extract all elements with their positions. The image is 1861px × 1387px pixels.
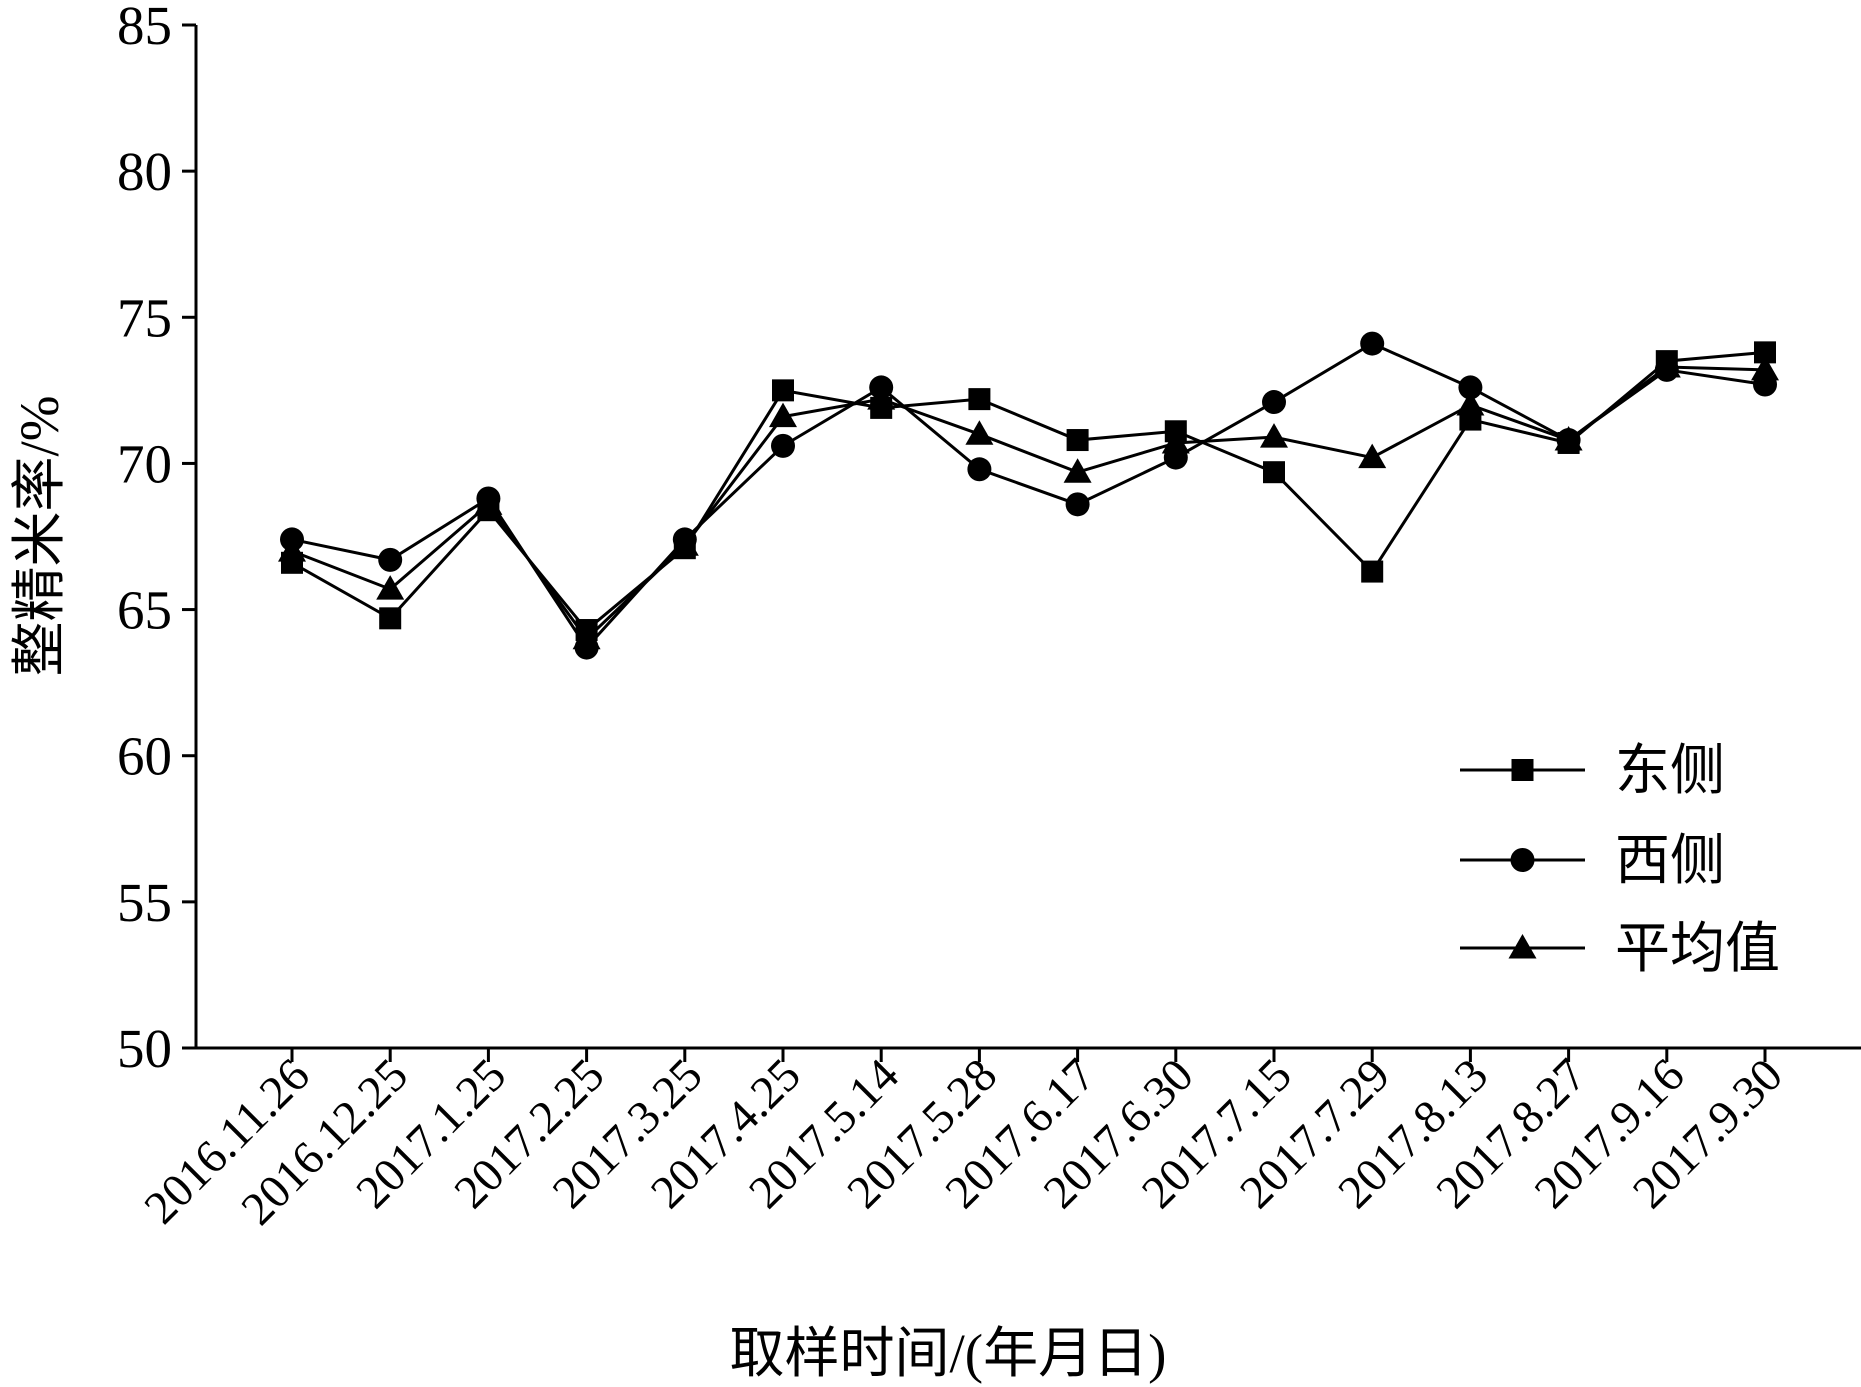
data-point: [1263, 461, 1285, 484]
y-tick-label: 70: [117, 433, 172, 494]
data-point: [1652, 352, 1681, 378]
data-point: [1554, 426, 1583, 451]
axes: [194, 25, 1861, 1050]
data-point: [1458, 375, 1483, 400]
data-point: [1065, 492, 1090, 517]
data-point: [378, 547, 403, 572]
series-3: [278, 352, 1779, 650]
legend-marker: [1510, 848, 1535, 872]
data-point: [1456, 390, 1485, 416]
legend-marker: [1508, 934, 1537, 959]
x-axis-title: 取样时间/(年月日): [730, 1323, 1167, 1384]
data-point: [1751, 355, 1779, 381]
series-1: [281, 341, 1776, 642]
data-point: [769, 402, 797, 428]
legend-item: 西侧: [1460, 830, 1725, 891]
data-point: [376, 575, 405, 600]
series-line: [291, 341, 1766, 651]
y-tick-label: 60: [117, 726, 172, 787]
data-point: [1360, 331, 1385, 356]
data-point: [965, 420, 994, 445]
data-point: [1358, 443, 1387, 469]
data-point: [474, 490, 503, 515]
data-point: [772, 379, 794, 402]
data-point: [1361, 560, 1384, 583]
legend-label: 西侧: [1615, 830, 1725, 891]
series-line: [291, 350, 1766, 633]
y-axis-title: 整精米率/%: [9, 395, 70, 676]
y-tick-label: 75: [117, 287, 172, 348]
legend-label: 平均值: [1615, 918, 1780, 979]
data-point: [670, 531, 699, 556]
data-point: [1260, 423, 1288, 448]
data-point: [1161, 428, 1190, 454]
y-tick-label: 80: [117, 141, 172, 202]
data-point: [967, 457, 992, 482]
y-tick-label: 65: [117, 580, 172, 641]
data-point: [1754, 341, 1776, 364]
data-point: [379, 607, 402, 630]
data-point: [867, 385, 896, 410]
y-tick-label: 85: [117, 0, 172, 56]
data-point: [968, 388, 991, 411]
x-ticks: 2016.11.262016.12.252017.1.252017.2.2520…: [135, 1048, 1793, 1235]
series-layer: [278, 331, 1779, 660]
data-point: [1262, 390, 1286, 415]
series-2: [280, 331, 1777, 660]
legend-label: 东侧: [1615, 740, 1725, 801]
data-point: [1066, 429, 1089, 452]
data-point: [771, 433, 795, 458]
series-line: [291, 365, 1766, 642]
y-ticks: 50 55 60 65 70 75 80 85: [117, 0, 196, 1079]
data-point: [1063, 458, 1092, 483]
legend-marker: [1511, 759, 1534, 781]
data-point: [572, 624, 601, 650]
y-tick-label: 50: [117, 1018, 172, 1079]
legend-item: 平均值: [1460, 918, 1780, 979]
data-point: [278, 537, 306, 562]
y-tick-label: 55: [117, 872, 172, 933]
legend-item: 东侧: [1460, 740, 1725, 801]
